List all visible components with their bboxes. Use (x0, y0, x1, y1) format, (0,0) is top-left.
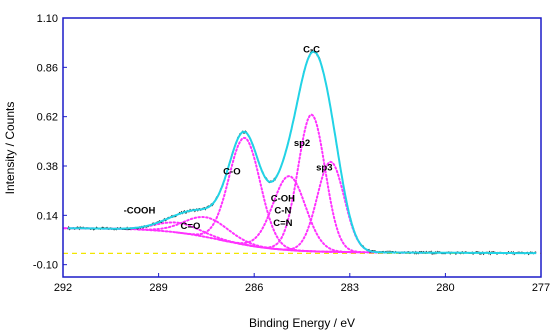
y-tick-label: 0.38 (37, 161, 58, 173)
x-tick-label: 289 (149, 282, 167, 294)
peak-annotation-label: C-O (223, 167, 240, 178)
tick-layer: 292 289 286 283 280 277 -0.10 0.14 0.38 0.62 0.86 1… (33, 13, 550, 294)
x-axis-title: Binding Energy / eV (249, 316, 355, 330)
series-layer (63, 50, 541, 256)
peak-annotation-label: -COOH (124, 206, 156, 217)
y-tick-label: 1.10 (37, 13, 58, 25)
fitted-envelope-line (67, 50, 537, 255)
y-tick-label: -0.10 (33, 260, 58, 272)
y-tick-label: 0.14 (37, 210, 58, 222)
peak-annotation-label: C-N (274, 206, 291, 217)
x-tick-label: 280 (436, 282, 454, 294)
peak-annotation-label: C=N (273, 218, 292, 229)
x-tick-label: 277 (532, 282, 550, 294)
peak-annotation-label: C=O (181, 221, 201, 232)
x-tick-label: 292 (54, 282, 72, 294)
peak-annotation-label: sp3 (316, 163, 332, 174)
x-tick-label: 283 (341, 282, 359, 294)
y-tick-label: 0.62 (37, 112, 58, 124)
x-tick-label: 286 (245, 282, 263, 294)
y-tick-label: 0.86 (37, 62, 58, 74)
peak-annotation-label: sp2 (294, 138, 310, 149)
peak-annotation-label: C-OH (271, 193, 295, 204)
plot-frame (62, 17, 542, 278)
peak-annotation-label: C-C (303, 44, 320, 55)
annotation-layer: C-C sp2 sp3 C-O C-OH C-NC=N -COOH C=O (124, 44, 333, 232)
y-axis-title: Intensity / Counts (3, 102, 17, 195)
